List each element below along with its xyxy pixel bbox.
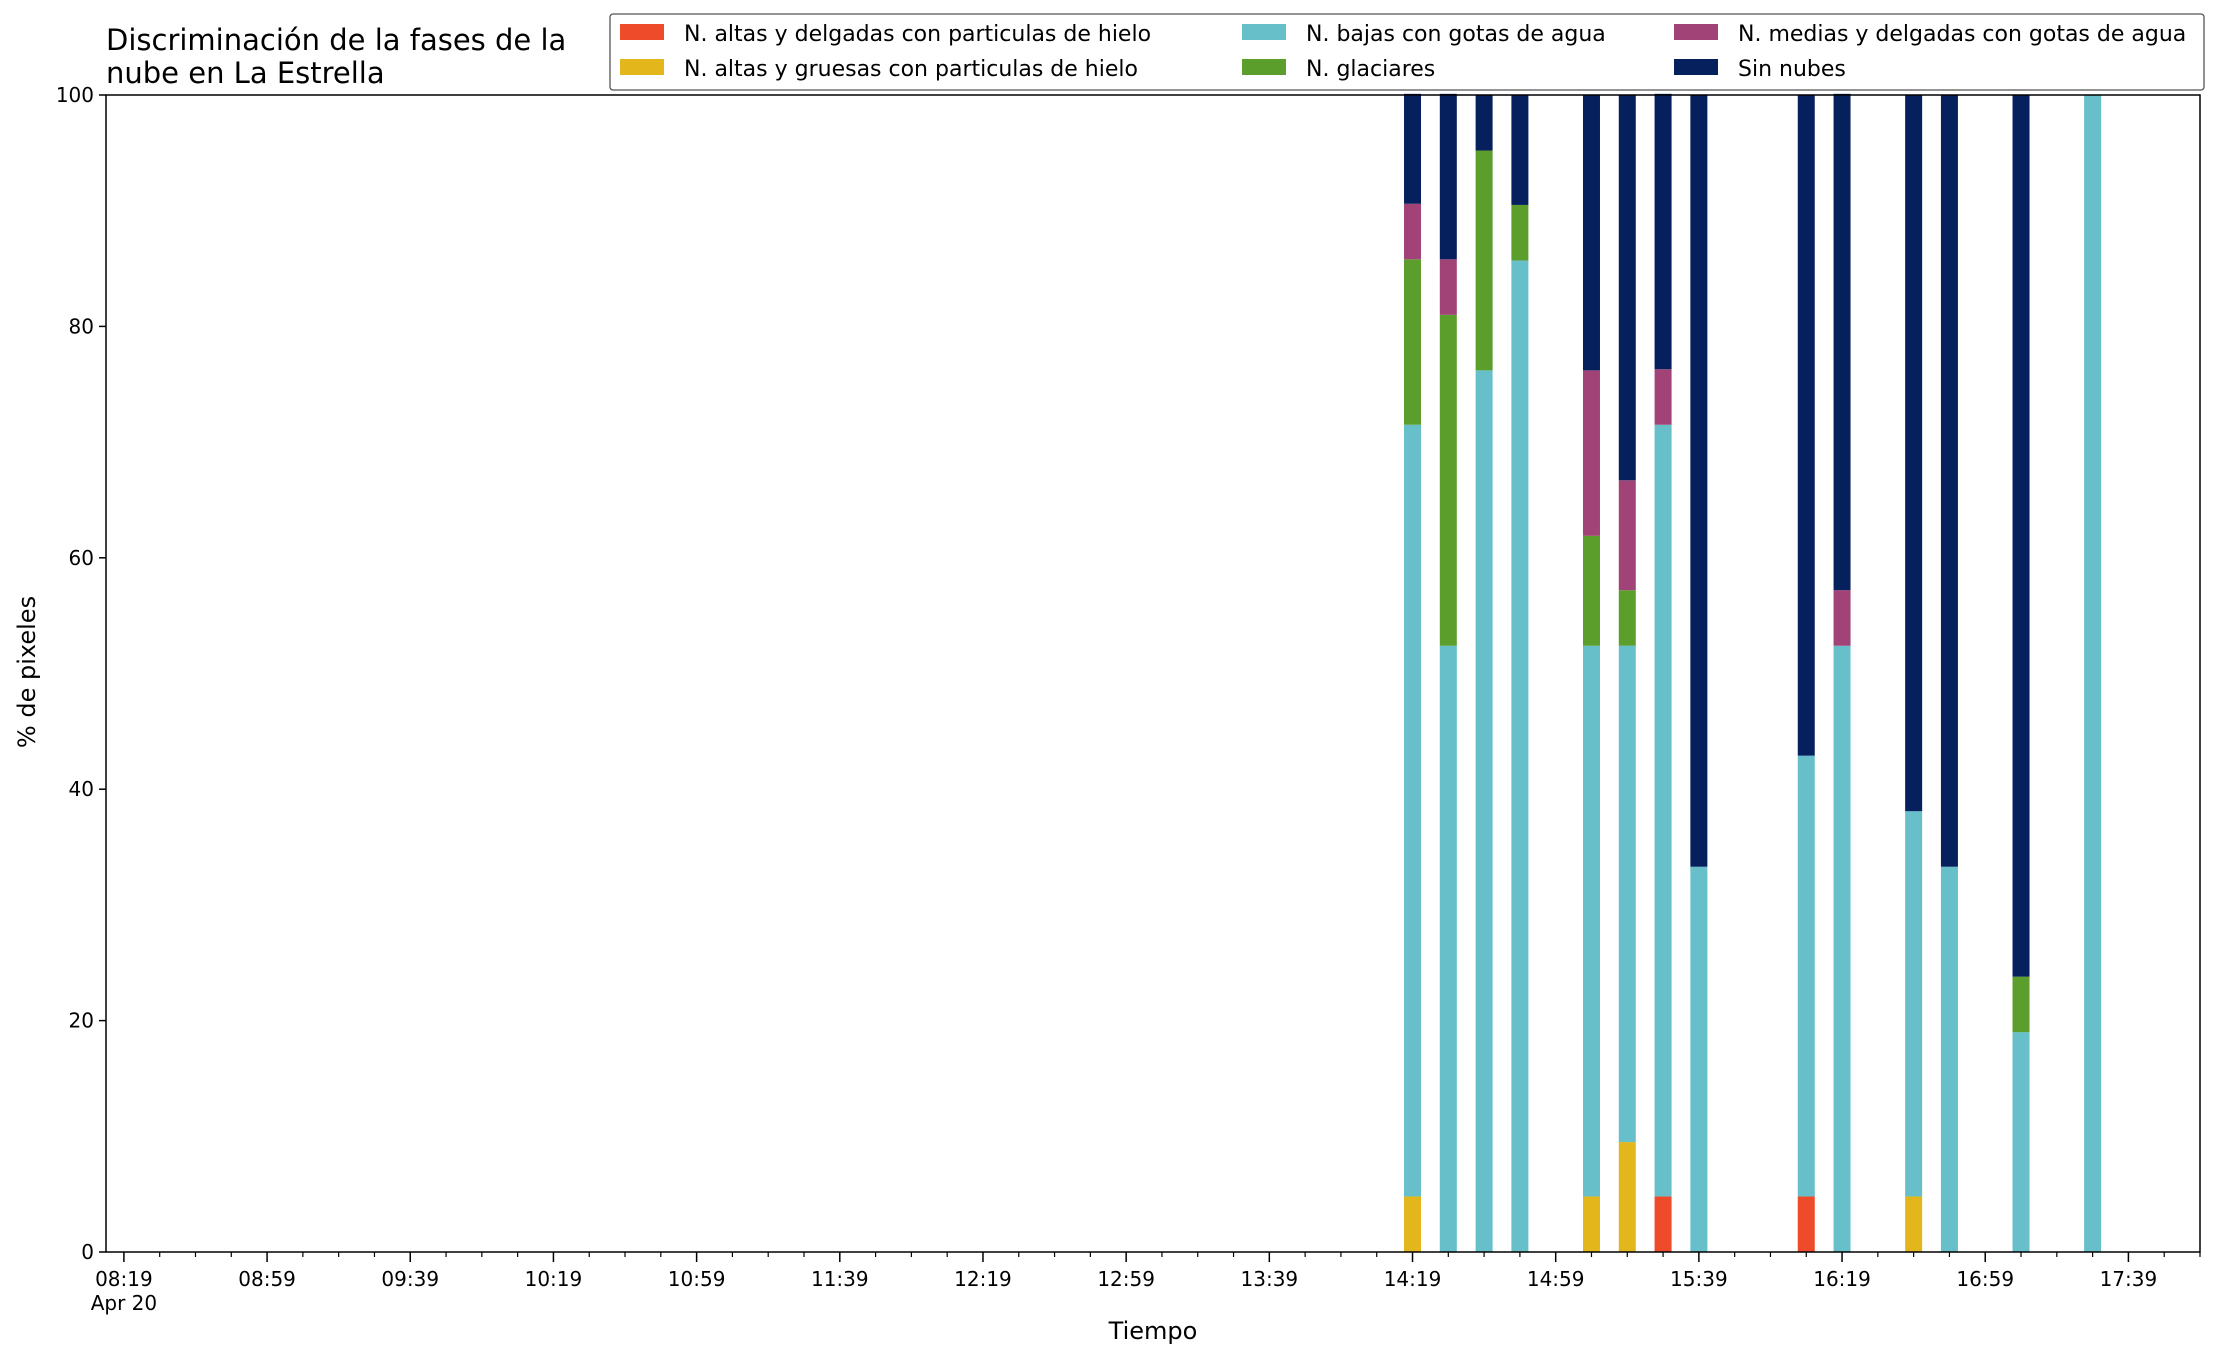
legend-frame (609, 13, 2205, 91)
x-tick-label-11: 15:39 (1670, 1267, 1728, 1291)
bar-segment-6-0 (1654, 1196, 1672, 1252)
bar-segment-11-2 (1940, 866, 1958, 1252)
bar-segment-10-2 (1905, 811, 1923, 1197)
bar-segment-10-5 (1905, 95, 1923, 812)
y-tick-label-3: 60 (69, 546, 94, 570)
bar-segment-7-2 (1690, 866, 1708, 1252)
bar-segment-1-5 (1439, 93, 1457, 260)
legend-label-3: N. glaciares (1306, 57, 1435, 82)
y-tick-label-2: 40 (69, 777, 94, 801)
bar-segment-1-3 (1439, 314, 1457, 646)
bar-segment-2-2 (1475, 370, 1493, 1253)
bar-segment-12-5 (2012, 95, 2030, 977)
bar-segment-4-5 (1582, 95, 1600, 371)
bar-segment-6-2 (1654, 424, 1672, 1197)
bar-segment-6-5 (1654, 93, 1672, 370)
legend-label-0: N. altas y delgadas con particulas de hi… (684, 22, 1151, 47)
bar-segment-3-3 (1511, 204, 1529, 261)
bar-segment-0-3 (1404, 259, 1422, 425)
bar-segment-0-4 (1404, 203, 1422, 260)
legend: N. altas y delgadas con particulas de hi… (609, 13, 2205, 91)
bar-segment-2-3 (1475, 150, 1493, 371)
y-tick-label-0: 0 (81, 1240, 94, 1264)
legend-label-4: N. medias y delgadas con gotas de agua (1738, 22, 2186, 47)
legend-swatch-1 (620, 59, 664, 75)
x-tick-label-6: 12:19 (954, 1267, 1012, 1291)
bar-segment-6-4 (1654, 369, 1672, 425)
x-tick-label-5: 11:39 (811, 1267, 869, 1291)
chart-title-line-2: nube en La Estrella (106, 56, 385, 90)
bar-segment-13-2 (2084, 95, 2102, 1252)
bar-segment-11-5 (1940, 95, 1958, 867)
bar-segment-5-3 (1618, 590, 1636, 646)
bar-segment-3-5 (1511, 95, 1529, 205)
bar-segment-12-2 (2012, 1032, 2030, 1252)
bar-segment-2-5 (1475, 95, 1493, 151)
legend-swatch-4 (1674, 24, 1718, 40)
bar-segment-8-5 (1797, 95, 1815, 756)
bar-segment-12-3 (2012, 976, 2030, 1033)
bar-segment-5-5 (1618, 95, 1636, 481)
x-tick-label-14: 17:39 (2100, 1267, 2158, 1291)
x-tick-label-3: 10:19 (525, 1267, 583, 1291)
bar-segment-0-5 (1404, 93, 1422, 204)
legend-swatch-0 (620, 24, 664, 40)
x-tick-label-10: 14:59 (1527, 1267, 1585, 1291)
x-tick-sublabel-0: Apr 20 (91, 1291, 157, 1315)
x-tick-label-9: 14:19 (1384, 1267, 1442, 1291)
bar-segment-0-1 (1404, 1196, 1422, 1252)
bar-segment-5-1 (1618, 1142, 1636, 1252)
x-axis-label: Tiempo (1108, 1317, 1198, 1345)
bar-segment-8-0 (1797, 1196, 1815, 1252)
x-tick-label-7: 12:59 (1097, 1267, 1155, 1291)
legend-label-2: N. bajas con gotas de agua (1306, 22, 1606, 47)
x-tick-label-8: 13:39 (1241, 1267, 1299, 1291)
bar-segment-4-1 (1582, 1196, 1600, 1252)
legend-swatch-2 (1242, 24, 1286, 40)
x-tick-label-4: 10:59 (668, 1267, 726, 1291)
bar-segment-4-2 (1582, 645, 1600, 1197)
x-tick-label-13: 16:59 (1956, 1267, 2014, 1291)
x-tick-label-1: 08:59 (238, 1267, 296, 1291)
bar-segment-9-2 (1833, 645, 1851, 1252)
chart-title-line-1: Discriminación de la fases de la (106, 23, 566, 57)
x-tick-label-0: 08:19 (95, 1267, 153, 1291)
bar-segment-1-4 (1439, 259, 1457, 315)
y-tick-label-4: 80 (69, 314, 94, 338)
bar-segment-9-4 (1833, 590, 1851, 646)
bar-segment-7-5 (1690, 95, 1708, 867)
legend-label-1: N. altas y gruesas con particulas de hie… (684, 57, 1138, 82)
x-tick-label-2: 09:39 (381, 1267, 439, 1291)
bar-segment-1-2 (1439, 645, 1457, 1252)
bars-layer (1404, 93, 2102, 1253)
bar-segment-4-3 (1582, 535, 1600, 646)
legend-label-5: Sin nubes (1738, 57, 1846, 82)
legend-swatch-3 (1242, 59, 1286, 75)
y-axis-label: % de pixeles (13, 596, 41, 748)
y-tick-label-1: 20 (69, 1009, 94, 1033)
bar-segment-0-2 (1404, 424, 1422, 1197)
bar-segment-5-2 (1618, 645, 1636, 1143)
bar-segment-3-2 (1511, 260, 1529, 1252)
x-tick-label-12: 16:19 (1813, 1267, 1871, 1291)
bar-segment-8-2 (1797, 755, 1815, 1197)
bar-segment-10-1 (1905, 1196, 1923, 1252)
bar-segment-5-4 (1618, 480, 1636, 591)
y-tick-label-5: 100 (56, 83, 94, 107)
plot-frame (105, 94, 2201, 1253)
legend-swatch-5 (1674, 59, 1718, 75)
bar-segment-9-5 (1833, 93, 1851, 591)
bar-segment-4-4 (1582, 370, 1600, 536)
